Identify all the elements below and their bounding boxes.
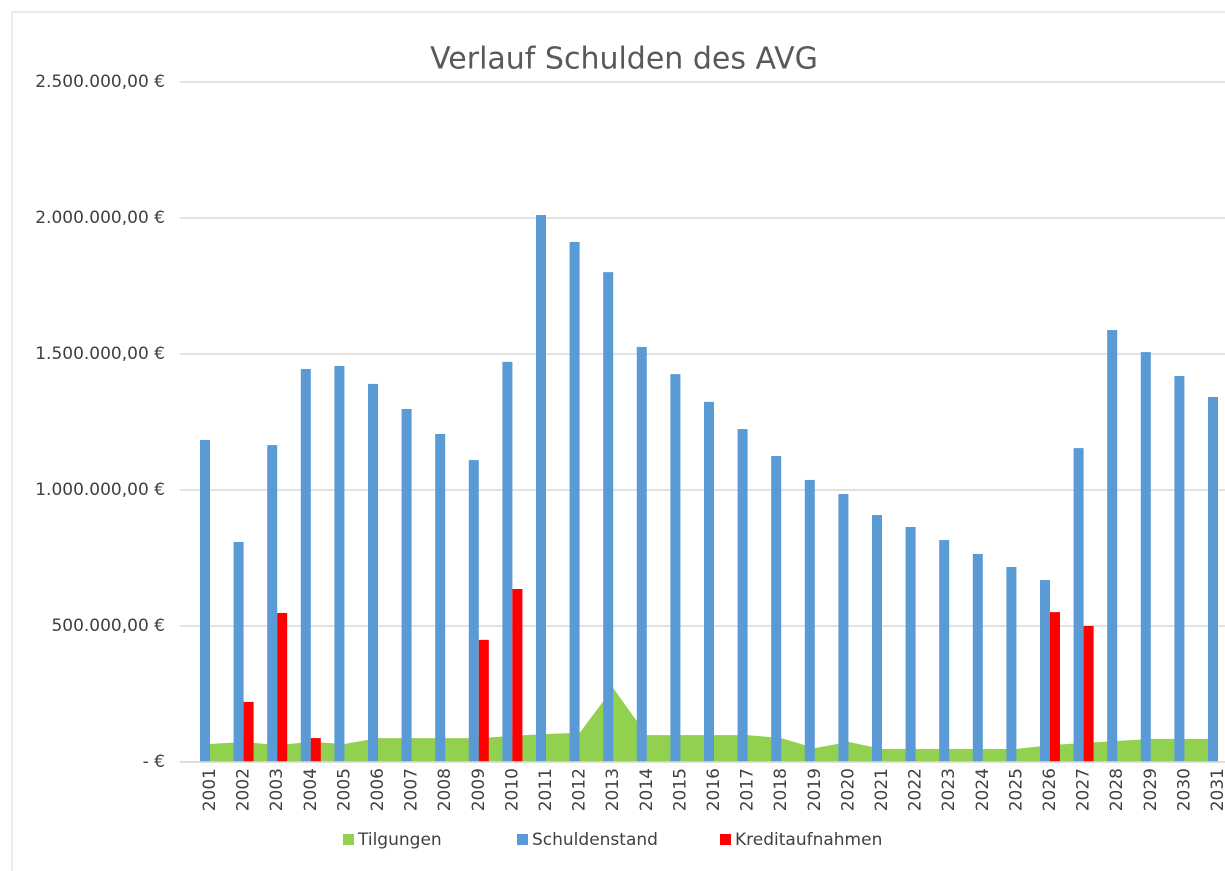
x-tick-label: 2013 — [603, 768, 623, 811]
x-tick-label: 2031 — [1208, 768, 1225, 811]
x-tick-label: 2008 — [435, 768, 455, 811]
bar — [872, 515, 882, 762]
x-tick-label: 2028 — [1107, 768, 1127, 811]
x-tick-label: 2004 — [301, 768, 321, 811]
bar — [435, 433, 446, 762]
x-tick-label: 2020 — [838, 768, 858, 811]
x-tick-label: 2025 — [1006, 768, 1026, 811]
x-tick-label: 2029 — [1141, 768, 1161, 811]
y-tick-label: 1.500.000,00 € — [35, 344, 165, 364]
y-tick-label: - € — [143, 752, 165, 772]
x-tick-label: 2012 — [570, 768, 590, 811]
bar — [1006, 566, 1017, 762]
legend-label: Kreditaufnahmen — [735, 830, 882, 850]
bar — [569, 241, 580, 762]
x-tick-label: 2021 — [872, 768, 892, 811]
bar — [536, 215, 546, 762]
legend-swatch — [517, 834, 528, 845]
bar — [1050, 612, 1060, 762]
y-tick-label: 1.000.000,00 € — [35, 480, 165, 500]
legend-swatch — [720, 834, 731, 845]
bar — [478, 639, 489, 762]
legend-label: Tilgungen — [357, 830, 442, 850]
bar — [267, 445, 278, 762]
x-tick-label: 2023 — [939, 768, 959, 811]
y-tick-label: 500.000,00 € — [51, 616, 165, 636]
x-tick-label: 2011 — [536, 768, 556, 811]
y-tick-label: 2.000.000,00 € — [35, 208, 165, 228]
x-tick-label: 2005 — [334, 768, 354, 811]
legend-swatch — [343, 834, 354, 845]
y-tick-label: 2.500.000,00 € — [35, 72, 165, 92]
chart-title: Verlauf Schulden des AVG — [430, 42, 818, 77]
legend-label: Schuldenstand — [532, 830, 658, 850]
bar — [737, 429, 748, 762]
x-tick-label: 2019 — [805, 768, 825, 811]
bar — [1174, 376, 1185, 762]
bar — [1083, 626, 1094, 762]
bar — [670, 374, 681, 762]
bar — [1040, 580, 1050, 762]
bar — [401, 408, 412, 762]
bar — [200, 439, 210, 762]
bar — [233, 541, 244, 762]
x-tick-label: 2014 — [637, 768, 657, 811]
bar — [243, 701, 254, 762]
bar — [905, 526, 916, 762]
x-tick-label: 2009 — [469, 768, 489, 811]
x-tick-label: 2024 — [973, 768, 993, 811]
x-tick-label: 2026 — [1040, 768, 1060, 811]
x-tick-label: 2001 — [200, 768, 220, 811]
bar — [603, 272, 614, 762]
bar — [334, 365, 345, 762]
bar — [1208, 396, 1218, 762]
bar — [939, 540, 950, 762]
bar — [804, 479, 815, 762]
x-tick-label: 2007 — [402, 768, 422, 811]
bar — [771, 456, 782, 762]
bar — [972, 553, 983, 762]
bar — [368, 383, 378, 762]
bar — [1107, 330, 1118, 762]
bar — [636, 346, 647, 762]
bar — [502, 361, 513, 762]
bar — [468, 460, 479, 762]
bar — [704, 401, 714, 762]
bar — [1140, 352, 1151, 762]
bar — [310, 738, 321, 762]
x-tick-label: 2002 — [234, 768, 254, 811]
x-tick-label: 2010 — [502, 768, 522, 811]
x-tick-label: 2030 — [1174, 768, 1194, 811]
x-tick-label: 2016 — [704, 768, 724, 811]
x-tick-label: 2027 — [1074, 768, 1094, 811]
x-tick-label: 2006 — [368, 768, 388, 811]
bar — [277, 612, 288, 762]
x-tick-label: 2017 — [738, 768, 758, 811]
x-tick-label: 2003 — [267, 768, 287, 811]
bar — [1073, 448, 1084, 762]
bar — [512, 589, 523, 762]
x-tick-label: 2015 — [670, 768, 690, 811]
bar — [838, 494, 849, 762]
area — [210, 688, 1218, 762]
x-tick-label: 2022 — [906, 768, 926, 811]
bar — [300, 368, 311, 762]
x-tick-label: 2018 — [771, 768, 791, 811]
